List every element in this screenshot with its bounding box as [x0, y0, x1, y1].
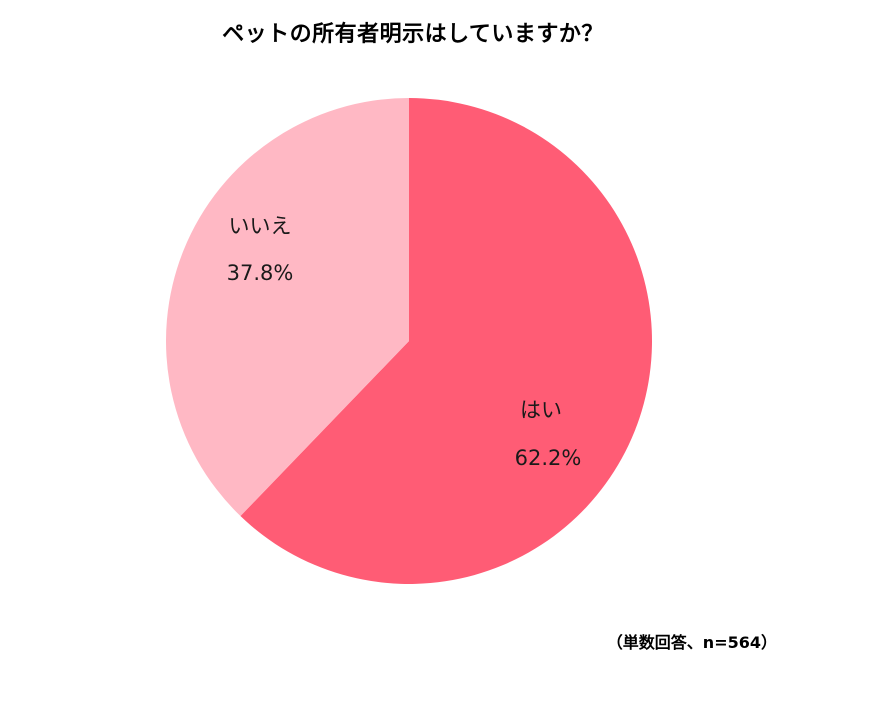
slice-value-no: 37.8% — [227, 261, 294, 285]
sample-size-note: （単数回答、n=564） — [606, 633, 777, 652]
slice-value-yes: 62.2% — [515, 446, 582, 470]
pie-slice-yes — [240, 98, 652, 584]
slice-label-no: いいえ — [229, 214, 292, 238]
pie-slice-no — [166, 98, 409, 517]
chart-title: ペットの所有者明示はしていますか？ — [222, 22, 604, 47]
slice-label-yes: はい — [520, 398, 562, 422]
